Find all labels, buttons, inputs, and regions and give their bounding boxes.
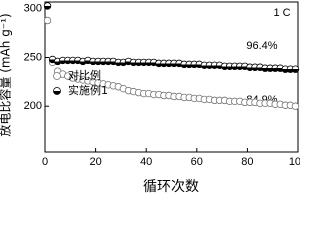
legend-label: 实施例1	[68, 83, 108, 97]
legend-label: 对比例	[68, 68, 101, 82]
point	[291, 102, 300, 110]
x-tick-label: 40	[140, 156, 152, 168]
x-tick-label: 60	[191, 156, 203, 168]
x-tick-label: 100	[289, 156, 300, 168]
y-axis-label: 放电比容量 (mAh g⁻¹)	[0, 13, 13, 136]
annotation: 1 C	[273, 7, 290, 19]
x-tick-label: 80	[241, 156, 253, 168]
y-tick-label: 200	[24, 100, 42, 112]
legend-marker	[53, 72, 61, 80]
page: 放电比容量 (mAh g⁻¹) 循环次数 1 C 96.4% 84.9% 200…	[0, 1, 300, 195]
x-axis-label: 循环次数	[143, 179, 199, 195]
annotation: 96.4%	[246, 40, 277, 52]
point	[43, 16, 52, 25]
y-tick-label: 300	[24, 3, 42, 15]
y-tick-label: 250	[24, 51, 42, 63]
x-tick-label: 20	[89, 156, 101, 168]
point	[291, 65, 300, 73]
chart: 放电比容量 (mAh g⁻¹) 循环次数 1 C 96.4% 84.9% 200…	[0, 1, 300, 195]
point	[43, 2, 52, 10]
legend-marker	[53, 87, 61, 95]
x-tick-label: 0	[42, 156, 48, 168]
plot-frame	[44, 1, 299, 153]
